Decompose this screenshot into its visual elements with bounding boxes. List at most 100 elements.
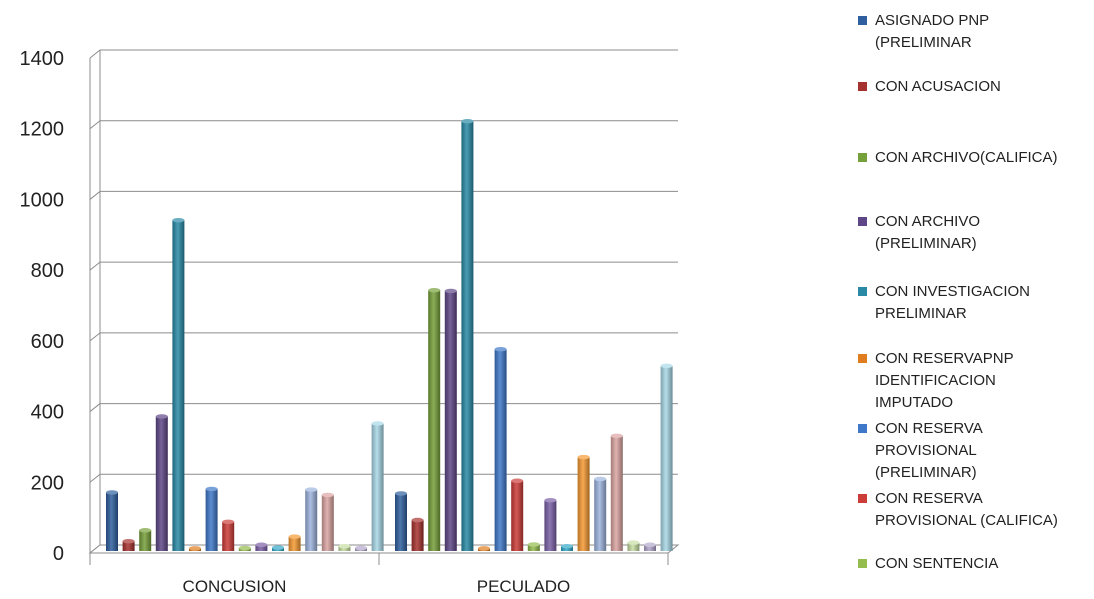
bar-top [288, 534, 301, 539]
bar-body [644, 544, 656, 551]
bar-top [106, 490, 118, 495]
bar-body [222, 521, 235, 551]
legend-swatch [858, 424, 867, 433]
bar-top [494, 347, 507, 352]
legend-label: ASIGNADO PNP (PRELIMINAR [875, 12, 990, 51]
gridline-depth [89, 332, 101, 342]
legend-item: CON RESERVA PROVISIONAL (CALIFICA) [858, 488, 1094, 532]
bars [106, 118, 673, 551]
bar-body [544, 500, 557, 551]
bar [411, 517, 424, 551]
gridline-depth [89, 403, 101, 412]
bar [106, 490, 118, 551]
legend-swatch [858, 153, 867, 162]
bar-body [610, 435, 623, 551]
bar-top [205, 486, 218, 492]
bar-body [428, 290, 441, 551]
gridline-depth [89, 261, 101, 271]
legend-swatch [858, 494, 867, 503]
x-category-label: CONCUSION [183, 577, 287, 596]
legend-item: CON RESERVA PROVISIONAL (PRELIMINAR) [858, 418, 1094, 484]
y-tick-label: 1400 [20, 48, 65, 70]
legend-item: CON SENTENCIA [858, 553, 1094, 575]
bar [272, 545, 284, 551]
bar [155, 414, 168, 551]
bar-body [205, 488, 218, 551]
gridline-depth [89, 49, 101, 59]
bar-body [444, 290, 457, 551]
bar-body [106, 492, 118, 551]
bar-top [461, 118, 474, 124]
bar [395, 491, 407, 551]
y-axis-tick-labels: 0 200 400 600 800 1000 1200 1400 [20, 48, 65, 565]
bar [527, 542, 540, 551]
bar-top [577, 454, 590, 460]
bar-top [660, 363, 673, 369]
bar-body [411, 520, 424, 551]
bar-body [321, 494, 334, 551]
bar-body [305, 489, 318, 551]
legend-label: CON RESERVA PROVISIONAL (PRELIMINAR) [875, 420, 983, 481]
bar-top [238, 545, 251, 551]
legend-item: CON ACUSACION [858, 76, 1094, 98]
y-tick-label: 600 [31, 331, 64, 353]
bar [222, 519, 235, 551]
bar [428, 287, 441, 551]
bar [122, 539, 135, 551]
bar-top [338, 543, 351, 549]
bar-top [428, 287, 441, 293]
bar-top [305, 487, 318, 492]
y-tick-label: 200 [31, 472, 64, 494]
bar [644, 542, 656, 551]
bar-body [461, 121, 474, 551]
bar-body [288, 536, 301, 551]
bar-top [478, 546, 490, 551]
bar [461, 118, 474, 551]
bar-top [411, 517, 424, 523]
bar-body [660, 365, 673, 551]
bar-top [321, 492, 334, 498]
legend-label: CON SENTENCIA [875, 555, 999, 572]
bar [610, 433, 623, 551]
bar-body [527, 544, 540, 551]
y-tick-label: 800 [31, 260, 64, 282]
bar [444, 288, 457, 551]
legend-swatch [858, 287, 867, 296]
legend-swatch [858, 354, 867, 363]
legend-item: CON ARCHIVO (PRELIMINAR) [858, 211, 1094, 255]
gridline-depth [89, 191, 101, 200]
bar [238, 545, 251, 551]
legend-label: CON ACUSACION [875, 78, 1001, 95]
legend-label: CON ARCHIVO (PRELIMINAR) [875, 213, 981, 252]
bar-top [172, 217, 185, 223]
bar-top [272, 545, 284, 550]
bar [627, 540, 640, 551]
gridlines [89, 49, 678, 554]
bar [189, 546, 201, 551]
bar-top [544, 498, 557, 503]
bar [494, 347, 507, 551]
bar-body [139, 530, 152, 551]
bar-top [444, 288, 457, 294]
legend-swatch [858, 217, 867, 226]
bar-top [371, 421, 384, 426]
legend-item: CON RESERVAPNP IDENTIFICACION IMPUTADO [858, 348, 1094, 414]
bar-body [122, 541, 135, 551]
bar [511, 478, 524, 551]
bar-body [494, 349, 507, 551]
bar-top [155, 414, 168, 419]
bar-body [255, 544, 268, 551]
bar [288, 534, 301, 551]
bar-body [395, 493, 407, 551]
bar [205, 486, 218, 551]
bar-top [395, 491, 407, 496]
bar-top [189, 546, 201, 551]
x-category-label: PECULADO [477, 577, 571, 596]
bar [371, 421, 384, 551]
bar-top [610, 433, 623, 439]
x-axis-category-labels: CONCUSION PECULADO [183, 577, 571, 596]
y-tick-label: 1000 [20, 189, 65, 211]
bar-body [371, 423, 384, 551]
y-tick-label: 0 [53, 543, 64, 565]
bar-top [527, 542, 540, 547]
